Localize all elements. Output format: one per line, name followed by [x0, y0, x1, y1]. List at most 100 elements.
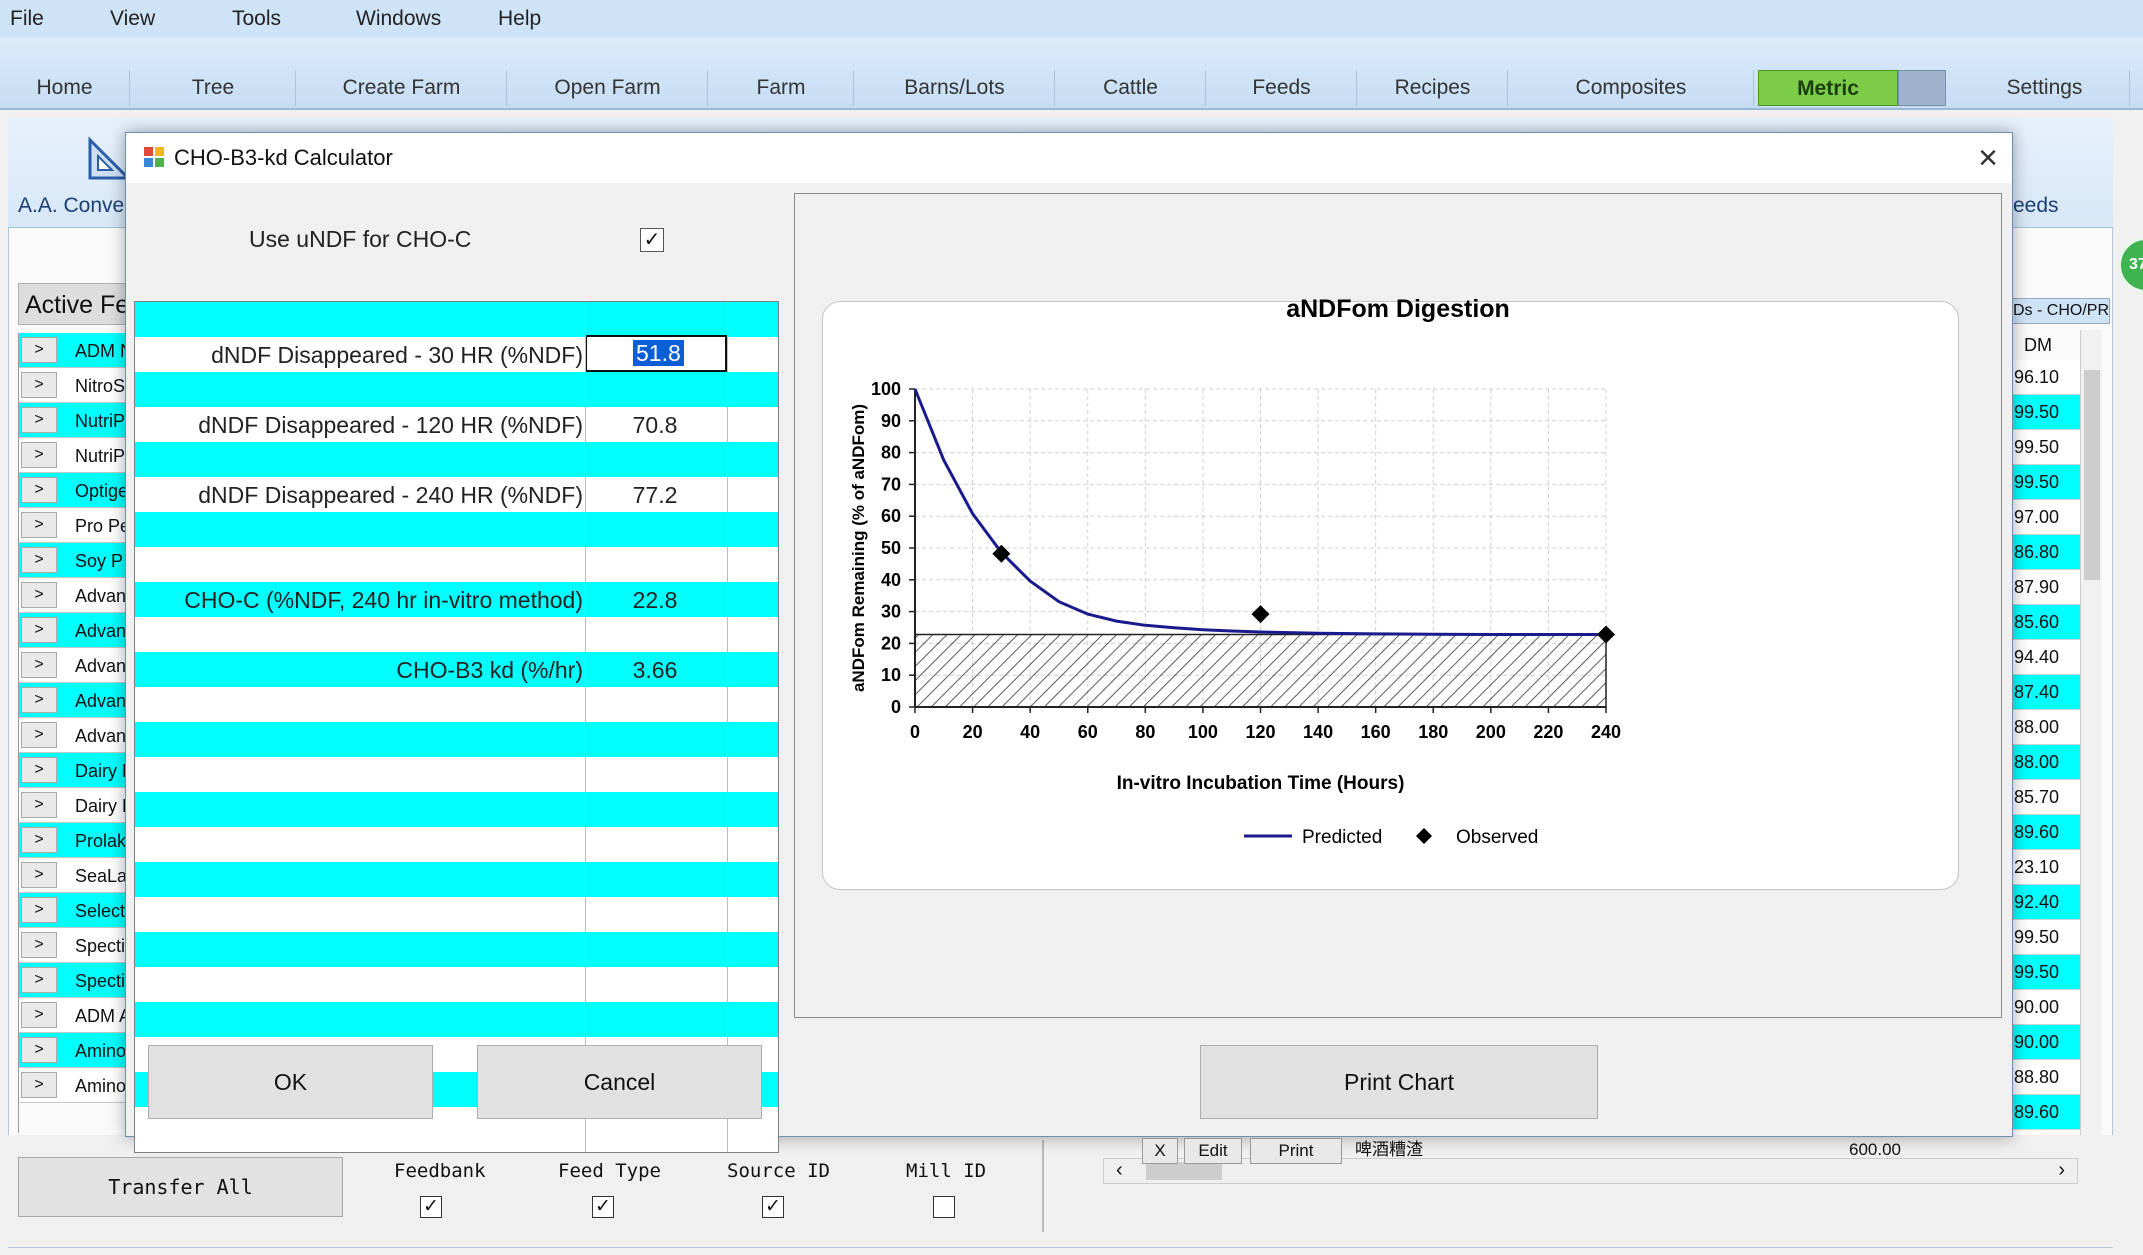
- grid-row: [135, 512, 778, 547]
- table-row[interactable]: > NutriP: [19, 438, 126, 473]
- table-row[interactable]: > Dairy F: [19, 788, 126, 823]
- expand-row-button[interactable]: >: [21, 442, 57, 468]
- table-row[interactable]: > Advan: [19, 683, 126, 718]
- nav-feeds[interactable]: Feeds: [1207, 70, 1357, 106]
- expand-row-button[interactable]: >: [21, 547, 57, 573]
- expand-row-button[interactable]: >: [21, 862, 57, 888]
- row-edit-button[interactable]: Edit: [1184, 1138, 1242, 1164]
- table-row[interactable]: > Amino: [19, 1033, 126, 1068]
- nav-home[interactable]: Home: [0, 70, 130, 106]
- dm-value: 87.40: [2010, 675, 2085, 710]
- nav-create-farm[interactable]: Create Farm: [297, 70, 507, 106]
- grid-row: dNDF Disappeared - 120 HR (%NDF) 70.8: [135, 407, 778, 442]
- expand-row-button[interactable]: >: [21, 337, 57, 363]
- notification-badge[interactable]: 37: [2118, 237, 2143, 293]
- table-row[interactable]: > NutriP: [19, 403, 126, 438]
- row-print-button[interactable]: Print: [1250, 1138, 1342, 1164]
- menu-view[interactable]: View: [110, 7, 156, 30]
- cancel-button[interactable]: Cancel: [477, 1045, 762, 1119]
- expand-row-button[interactable]: >: [21, 687, 57, 713]
- close-icon[interactable]: ×: [1978, 139, 1998, 177]
- nav-metric[interactable]: Metric: [1758, 70, 1898, 106]
- expand-row-button[interactable]: >: [21, 1072, 57, 1098]
- expand-row-button[interactable]: >: [21, 792, 57, 818]
- grid-row-value[interactable]: 70.8: [632, 412, 678, 438]
- feed-name: Amino: [75, 1076, 126, 1096]
- expand-row-button[interactable]: >: [21, 652, 57, 678]
- nav-settings[interactable]: Settings: [1960, 70, 2130, 106]
- menu-tools[interactable]: Tools: [232, 7, 282, 30]
- feed-name: ADM A: [75, 1006, 126, 1026]
- expand-row-button[interactable]: >: [21, 582, 57, 608]
- feed-type-checkbox[interactable]: ✓: [592, 1196, 614, 1218]
- nav-metric-toggle[interactable]: [1898, 70, 1946, 106]
- table-row[interactable]: > Soy P: [19, 543, 126, 578]
- table-row[interactable]: > Dairy F: [19, 753, 126, 788]
- ribbon-feeds-label[interactable]: eeds: [2013, 194, 2059, 217]
- scroll-right-icon[interactable]: ›: [2058, 1159, 2065, 1181]
- table-row[interactable]: > Advan: [19, 613, 126, 648]
- dm-value: 88.00: [2010, 710, 2085, 745]
- vertical-scrollbar[interactable]: [2080, 330, 2102, 1160]
- table-row[interactable]: > Advan: [19, 718, 126, 753]
- expand-row-button[interactable]: >: [21, 932, 57, 958]
- table-row[interactable]: > Advan: [19, 578, 126, 613]
- expand-row-button[interactable]: >: [21, 897, 57, 923]
- grid-row: [135, 1002, 778, 1037]
- menu-file[interactable]: File: [10, 7, 44, 30]
- ribbon-aa-converter-label[interactable]: A.A. Conver: [18, 194, 132, 217]
- menu-windows[interactable]: Windows: [356, 7, 442, 30]
- expand-row-button[interactable]: >: [21, 967, 57, 993]
- table-row[interactable]: > ADM A: [19, 998, 126, 1033]
- row-x-button[interactable]: X: [1142, 1138, 1178, 1164]
- nav-farm[interactable]: Farm: [709, 70, 854, 106]
- table-row[interactable]: > NitroS: [19, 368, 126, 403]
- expand-row-button[interactable]: >: [21, 1002, 57, 1028]
- menu-help[interactable]: Help: [498, 7, 542, 30]
- feed-type-label: Feed Type: [558, 1160, 661, 1182]
- grid-row-value[interactable]: 3.66: [632, 657, 678, 683]
- scroll-left-icon[interactable]: ‹: [1116, 1159, 1123, 1181]
- ok-button[interactable]: OK: [148, 1045, 433, 1119]
- ruler-triangle-icon[interactable]: [84, 132, 136, 184]
- nav-cattle[interactable]: Cattle: [1056, 70, 1206, 106]
- expand-row-button[interactable]: >: [21, 477, 57, 503]
- transfer-all-button[interactable]: Transfer All: [18, 1157, 343, 1217]
- grid-row: dNDF Disappeared - 30 HR (%NDF) 51.8: [135, 335, 778, 372]
- table-row[interactable]: > Optige: [19, 473, 126, 508]
- mill-id-checkbox[interactable]: [933, 1196, 955, 1218]
- expand-row-button[interactable]: >: [21, 407, 57, 433]
- table-row[interactable]: > Specti: [19, 928, 126, 963]
- scroll-thumb[interactable]: [2084, 370, 2100, 580]
- table-row[interactable]: > Specti: [19, 963, 126, 998]
- nav-composites[interactable]: Composites: [1509, 70, 1754, 106]
- scroll-thumb[interactable]: [1146, 1162, 1222, 1180]
- source-id-checkbox[interactable]: ✓: [762, 1196, 784, 1218]
- expand-row-button[interactable]: >: [21, 617, 57, 643]
- table-row[interactable]: > SeaLa: [19, 858, 126, 893]
- expand-row-button[interactable]: >: [21, 827, 57, 853]
- expand-row-button[interactable]: >: [21, 372, 57, 398]
- selected-value[interactable]: 51.8: [633, 340, 684, 366]
- table-row[interactable]: > ADM N: [19, 333, 126, 368]
- table-row[interactable]: > Amino: [19, 1068, 126, 1103]
- expand-row-button[interactable]: >: [21, 757, 57, 783]
- nav-barns-lots[interactable]: Barns/Lots: [855, 70, 1055, 106]
- nav-recipes[interactable]: Recipes: [1358, 70, 1508, 106]
- nav-tree[interactable]: Tree: [131, 70, 296, 106]
- table-row[interactable]: > Advan: [19, 648, 126, 683]
- expand-row-button[interactable]: >: [21, 1037, 57, 1063]
- grid-row-value[interactable]: 22.8: [632, 587, 678, 613]
- expand-row-button[interactable]: >: [21, 722, 57, 748]
- feed-name: Advan: [75, 656, 126, 676]
- grid-row-value[interactable]: 77.2: [632, 482, 678, 508]
- table-row[interactable]: > Prolak: [19, 823, 126, 858]
- feedbank-checkbox[interactable]: ✓: [420, 1196, 442, 1218]
- nav-open-farm[interactable]: Open Farm: [508, 70, 708, 106]
- dndf-30hr-input[interactable]: 51.8: [585, 335, 727, 372]
- table-row[interactable]: > Select: [19, 893, 126, 928]
- table-row[interactable]: > Pro Pe: [19, 508, 126, 543]
- print-chart-button[interactable]: Print Chart: [1200, 1045, 1598, 1119]
- expand-row-button[interactable]: >: [21, 512, 57, 538]
- use-undf-checkbox[interactable]: ✓: [640, 228, 664, 252]
